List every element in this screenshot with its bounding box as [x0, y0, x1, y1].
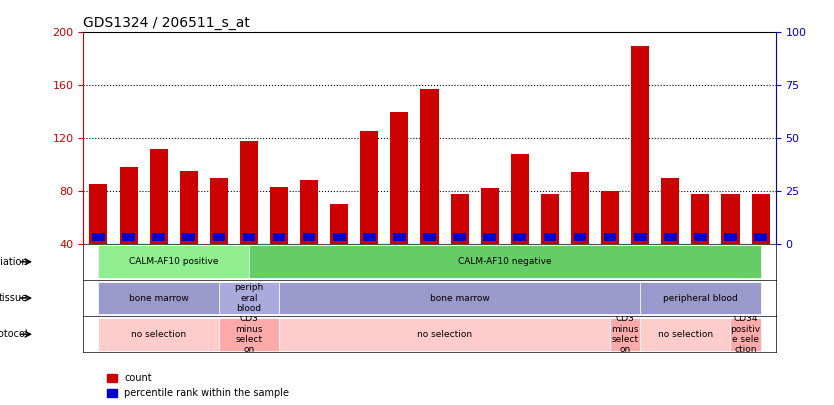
Bar: [751, 194, 770, 244]
FancyBboxPatch shape: [219, 282, 279, 314]
FancyBboxPatch shape: [279, 318, 610, 351]
FancyBboxPatch shape: [641, 318, 731, 351]
Bar: [420, 89, 439, 244]
Bar: [303, 233, 315, 241]
Bar: [390, 112, 409, 244]
Bar: [721, 194, 740, 244]
Bar: [183, 233, 195, 241]
Text: no selection: no selection: [417, 330, 472, 339]
Bar: [661, 178, 680, 244]
FancyBboxPatch shape: [98, 245, 249, 278]
Bar: [631, 46, 649, 244]
Text: GDS1324 / 206511_s_at: GDS1324 / 206511_s_at: [83, 16, 250, 30]
Bar: [571, 173, 589, 244]
Bar: [694, 233, 706, 241]
Bar: [423, 233, 436, 241]
Bar: [604, 233, 616, 241]
FancyBboxPatch shape: [249, 245, 761, 278]
Bar: [330, 204, 349, 244]
Bar: [363, 233, 375, 241]
Bar: [243, 233, 255, 241]
Bar: [240, 141, 258, 244]
FancyBboxPatch shape: [219, 318, 279, 351]
Bar: [123, 233, 135, 241]
Bar: [179, 171, 198, 244]
Text: periph
eral
blood: periph eral blood: [234, 283, 264, 313]
Bar: [270, 187, 288, 244]
Bar: [544, 233, 556, 241]
Bar: [574, 233, 586, 241]
Bar: [360, 132, 379, 244]
Bar: [454, 233, 466, 241]
Bar: [724, 233, 736, 241]
Bar: [210, 178, 228, 244]
FancyBboxPatch shape: [641, 282, 761, 314]
Bar: [754, 233, 767, 241]
Text: no selection: no selection: [658, 330, 713, 339]
Bar: [149, 149, 168, 244]
Text: CALM-AF10 negative: CALM-AF10 negative: [458, 257, 551, 266]
Bar: [664, 233, 676, 241]
FancyBboxPatch shape: [610, 318, 641, 351]
Text: CD34
positiv
e sele
ction: CD34 positiv e sele ction: [731, 314, 761, 354]
Bar: [153, 233, 165, 241]
FancyBboxPatch shape: [98, 318, 219, 351]
Bar: [480, 188, 499, 244]
Bar: [510, 154, 529, 244]
FancyBboxPatch shape: [279, 282, 641, 314]
Bar: [514, 233, 526, 241]
FancyBboxPatch shape: [731, 318, 761, 351]
Text: genotype/variation: genotype/variation: [0, 257, 28, 267]
Bar: [273, 233, 285, 241]
Bar: [300, 180, 318, 244]
Bar: [450, 194, 469, 244]
Bar: [634, 233, 646, 241]
Text: no selection: no selection: [131, 330, 186, 339]
Text: bone marrow: bone marrow: [430, 294, 490, 303]
FancyBboxPatch shape: [98, 282, 219, 314]
Text: CD3
minus
select
on: CD3 minus select on: [611, 314, 639, 354]
Bar: [691, 194, 710, 244]
Text: CALM-AF10 positive: CALM-AF10 positive: [129, 257, 219, 266]
Text: tissue: tissue: [0, 293, 28, 303]
Text: protocol: protocol: [0, 329, 28, 339]
Bar: [92, 233, 105, 241]
Bar: [393, 233, 405, 241]
Bar: [333, 233, 345, 241]
Bar: [484, 233, 496, 241]
Text: bone marrow: bone marrow: [128, 294, 188, 303]
Bar: [89, 184, 108, 244]
Bar: [213, 233, 225, 241]
Legend: count, percentile rank within the sample: count, percentile rank within the sample: [105, 371, 291, 400]
Text: CD3
minus
select
on: CD3 minus select on: [235, 314, 263, 354]
Bar: [541, 194, 559, 244]
Bar: [119, 167, 138, 244]
Bar: [601, 191, 619, 244]
Text: peripheral blood: peripheral blood: [663, 294, 738, 303]
